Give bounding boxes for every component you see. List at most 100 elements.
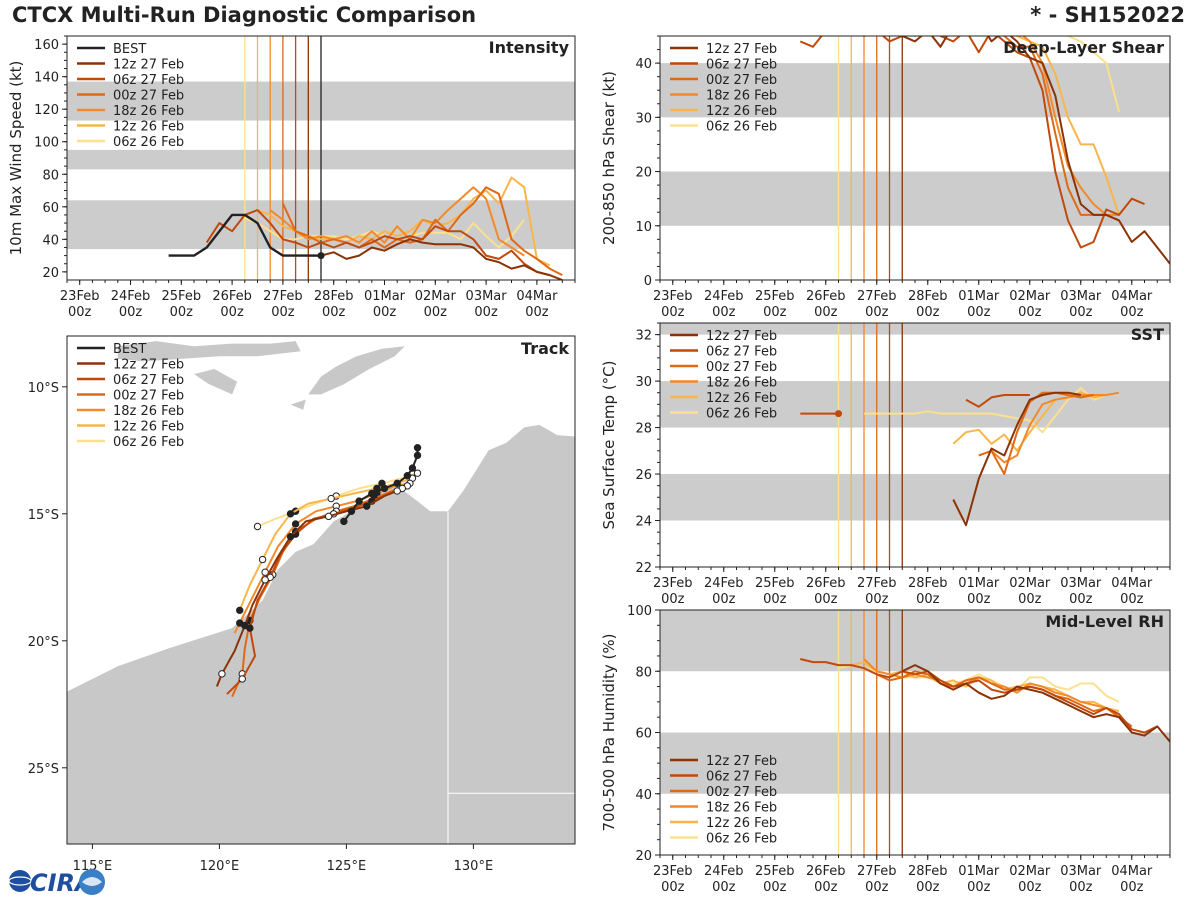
- track-point-best: [413, 451, 422, 460]
- track-series-best: [343, 447, 419, 523]
- rh-xtick-label-2: 00z: [712, 880, 736, 895]
- intensity-legend-label-18z-26-feb: 18z 26 Feb: [113, 104, 184, 119]
- track-ytick-label: 15°S: [28, 508, 59, 523]
- shear-legend-label-18z-26-feb: 18z 26 Feb: [706, 89, 777, 104]
- sst-xtick-label-2: 00z: [1069, 592, 1093, 607]
- sst-series-12z-27-feb: [952, 391, 1081, 527]
- sst-xtick-label: 28Feb: [908, 576, 948, 591]
- track-xtick-label: 115°E: [73, 859, 113, 874]
- intensity-ytick-label: 40: [42, 233, 59, 248]
- track-ytick-label: 25°S: [28, 762, 59, 777]
- rh-xtick-label-2: 00z: [1018, 880, 1042, 895]
- rh-xtick-label-2: 00z: [865, 880, 889, 895]
- intensity-xtick-label-2: 00z: [322, 305, 346, 320]
- shear-xtick-label-2: 00z: [916, 305, 940, 320]
- track-point-best: [413, 444, 422, 452]
- shear-ylabel: 200-850 hPa Shear (kt): [600, 71, 618, 245]
- intensity-ytick-label: 140: [34, 71, 59, 86]
- rh-xtick-label: 23Feb: [653, 864, 693, 879]
- sst-ytick-label: 28: [635, 422, 652, 437]
- rh-xtick-label-2: 00z: [1120, 880, 1144, 895]
- sst-band-2: [660, 323, 1170, 335]
- intensity-xtick-label-2: 00z: [271, 305, 295, 320]
- intensity-xtick-label-2: 00z: [68, 305, 92, 320]
- shear-series-12z-27-feb: [901, 36, 1170, 265]
- sst-ytick-label: 26: [635, 468, 652, 483]
- sst-legend-label-12z-26-feb: 12z 26 Feb: [706, 391, 777, 406]
- rh-xtick-label: 26Feb: [806, 864, 846, 879]
- sst-series-06z-26-feb: [864, 387, 1107, 434]
- sst-xtick-label-2: 00z: [1120, 592, 1144, 607]
- intensity-xtick-label: 26Feb: [212, 289, 252, 304]
- track-point-12z-27-feb: [286, 532, 295, 541]
- shear-series-18z-26-feb: [1002, 36, 1119, 216]
- intensity-legend-label-06z-26-feb: 06z 26 Feb: [113, 135, 184, 150]
- intensity-xtick-label-2: 00z: [220, 305, 244, 320]
- track-point-12z-27-feb: [261, 576, 269, 584]
- sst-plot-area: [660, 323, 1170, 567]
- panel-shear: 01020304023Feb00z24Feb00z25Feb00z26Feb00…: [600, 35, 1171, 320]
- intensity-xtick-label-2: 00z: [474, 305, 498, 320]
- track-panel-title: Track: [521, 339, 569, 358]
- track-plot-area: [67, 336, 575, 844]
- sst-panel-title: SST: [1131, 325, 1164, 344]
- rh-legend-label-00z-27-feb: 00z 27 Feb: [706, 785, 777, 800]
- track-point-best: [355, 497, 363, 505]
- rh-xtick-label: 01Mar: [958, 864, 1000, 879]
- rh-ytick-label: 40: [635, 788, 652, 803]
- rh-xtick-label: 27Feb: [857, 864, 897, 879]
- intensity-ytick-label: 120: [34, 103, 59, 118]
- track-ytick-label: 20°S: [28, 635, 59, 650]
- track-point-12z-26-feb: [286, 510, 295, 518]
- rh-xtick-label-2: 00z: [814, 880, 838, 895]
- intensity-xtick-label-2: 00z: [424, 305, 448, 320]
- shear-xtick-label: 04Mar: [1111, 289, 1153, 304]
- track-point-12z-26-feb: [258, 555, 267, 564]
- shear-xtick-label: 24Feb: [704, 289, 744, 304]
- rh-xtick-label-2: 00z: [967, 880, 991, 895]
- intensity-legend-label-best: BEST: [113, 42, 146, 57]
- sst-legend-label-18z-26-feb: 18z 26 Feb: [706, 376, 777, 391]
- rh-band-1: [660, 610, 1170, 672]
- track-legend-label-00z-27-feb: 00z 27 Feb: [113, 389, 184, 404]
- intensity-ytick-label: 80: [42, 168, 59, 183]
- rh-xtick-label-2: 00z: [763, 880, 787, 895]
- track-frame: [66, 335, 576, 845]
- track-point-18z-26-feb: [291, 520, 300, 528]
- sst-xtick-label-2: 00z: [967, 592, 991, 607]
- track-point-12z-27-feb: [363, 502, 371, 510]
- cira-logo: CIRA: [8, 869, 105, 897]
- sst-xtick-label-2: 00z: [916, 592, 940, 607]
- shear-xtick-label-2: 00z: [865, 305, 889, 320]
- rh-ylabel: 700-500 hPa Humidity (%): [600, 633, 618, 831]
- intensity-xtick-label: 24Feb: [111, 289, 151, 304]
- shear-series-00z-27-feb: [913, 36, 1120, 222]
- intensity-legend-label-00z-27-feb: 00z 27 Feb: [113, 89, 184, 104]
- panel-rh: 2040608010023Feb00z24Feb00z25Feb00z26Feb…: [600, 604, 1171, 895]
- sst-ytick-label: 30: [635, 375, 652, 390]
- intensity-xtick-label: 02Mar: [415, 289, 457, 304]
- shear-xtick-label: 02Mar: [1009, 289, 1051, 304]
- rh-band-0: [660, 732, 1170, 794]
- sst-xtick-label: 26Feb: [806, 576, 846, 591]
- track-point-best: [340, 517, 348, 526]
- sst-xtick-label: 04Mar: [1111, 576, 1153, 591]
- track-point-best: [403, 472, 412, 480]
- intensity-panel-title: Intensity: [489, 38, 570, 57]
- timor-land: [308, 346, 405, 395]
- track-point-06z-27-feb: [238, 675, 246, 683]
- rh-xtick-label: 02Mar: [1009, 864, 1051, 879]
- figure-title: CTCX Multi-Run Diagnostic Comparison: [12, 3, 477, 27]
- rh-xtick-label: 28Feb: [908, 864, 948, 879]
- sst-band-1: [660, 381, 1170, 428]
- track-legend-label-best: BEST: [113, 342, 146, 357]
- sst-xtick-label-2: 00z: [865, 592, 889, 607]
- sst-xtick-label-2: 00z: [763, 592, 787, 607]
- storm-id: * - SH152022: [1030, 3, 1185, 27]
- track-point-06z-26-feb: [253, 522, 262, 531]
